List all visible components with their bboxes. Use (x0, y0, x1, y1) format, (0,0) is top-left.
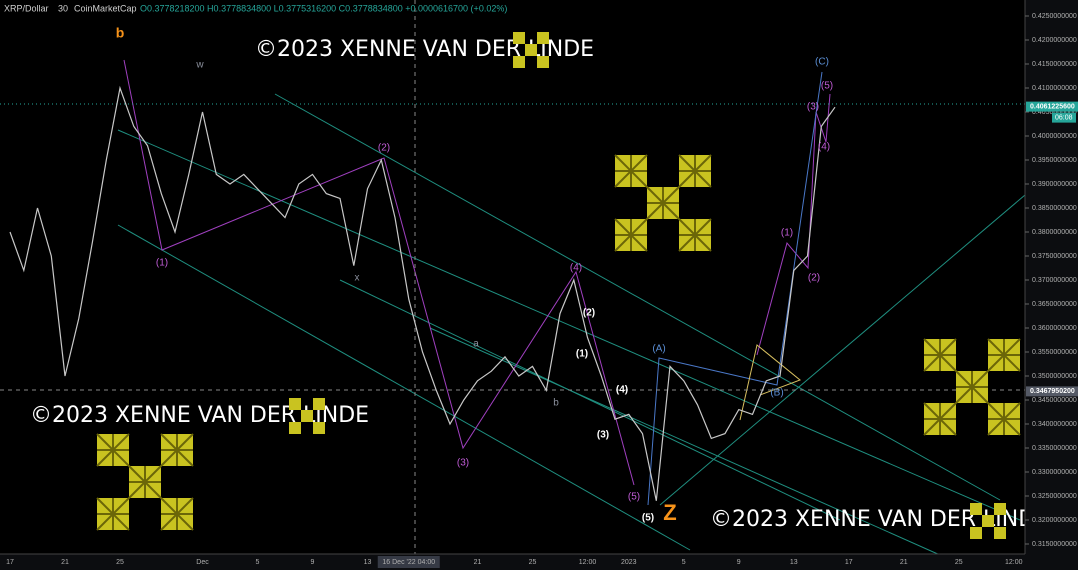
y-tick-label: 0.3500000000 (1032, 373, 1077, 380)
wave-label: b (116, 25, 125, 41)
price-axis (1025, 0, 1078, 570)
source: CoinMarketCap (74, 3, 137, 13)
x-tick-label: 2023 (621, 559, 637, 566)
wave-label: (1) (156, 258, 168, 269)
wave-label: (5) (642, 513, 654, 524)
x-tick-label: 12:00 (1005, 559, 1023, 566)
y-tick-label: 0.4200000000 (1032, 37, 1077, 44)
wave-label: (C) (815, 57, 829, 68)
price-line (9, 85, 836, 501)
y-tick-label: 0.3850000000 (1032, 205, 1077, 212)
y-tick-label: 0.4250000000 (1032, 13, 1077, 20)
x-tick-label: 9 (737, 559, 741, 566)
wave-label: (1) (781, 228, 793, 239)
wave-label: (3) (807, 102, 819, 113)
y-tick-label: 0.4050000000 (1032, 109, 1077, 116)
countdown-box (1052, 112, 1076, 123)
time-axis (0, 554, 1025, 570)
wave-label: (1) (576, 349, 588, 360)
price-marker (1026, 386, 1078, 397)
wave-label: (5) (628, 492, 640, 503)
wave-label: (4) (616, 385, 628, 396)
y-tick-label: 0.3650000000 (1032, 301, 1077, 308)
wave-label: (5) (821, 81, 833, 92)
wave-label: b (553, 398, 559, 409)
wave-label: (2) (808, 273, 820, 284)
x-tick-label: 12:00 (579, 559, 597, 566)
x-tick-label: 9 (311, 559, 315, 566)
wave-label: (4) (570, 263, 582, 274)
y-tick-label: 0.3350000000 (1032, 445, 1077, 452)
y-tick-label: 0.3900000000 (1032, 181, 1077, 188)
trend-lines (117, 93, 1026, 556)
plot-area (9, 85, 836, 501)
wave-label: a (473, 339, 479, 350)
x-tick-label: 25 (116, 559, 124, 566)
x-tick-label: 13 (364, 559, 372, 566)
wave-lines (123, 59, 831, 506)
wave-label: x (355, 273, 360, 284)
wave-label: Z (663, 500, 676, 525)
x-tick-label: 21 (474, 559, 482, 566)
y-tick-label: 0.3250000000 (1032, 493, 1077, 500)
header: XRP/Dollar 30 CoinMarketCap O0.377821820… (4, 3, 507, 13)
y-tick-label: 0.3550000000 (1032, 349, 1077, 356)
x-tick-label: 16 Dec '22 04:00 (382, 559, 435, 566)
price-marker-label: 0.4061225600 (1030, 103, 1075, 110)
price-marker (1026, 101, 1078, 112)
y-tick-label: 0.3200000000 (1032, 517, 1077, 524)
crosshair-time-box (377, 556, 440, 568)
y-tick-label: 0.3800000000 (1032, 229, 1077, 236)
countdown: 06:08 (1055, 114, 1073, 121)
y-tick-label: 0.4100000000 (1032, 85, 1077, 92)
y-tick-label: 0.3300000000 (1032, 469, 1077, 476)
y-tick-label: 0.3600000000 (1032, 325, 1077, 332)
x-tick-label: 5 (682, 559, 686, 566)
x-tick-label: 17 (6, 559, 14, 566)
x-tick-label: Dec (196, 559, 209, 566)
x-tick-label: 25 (955, 559, 963, 566)
y-tick-label: 0.3700000000 (1032, 277, 1077, 284)
wave-label: (2) (583, 308, 595, 319)
wave-label: w (195, 60, 204, 71)
wave-label: (3) (597, 430, 609, 441)
x-tick-label: 21 (900, 559, 908, 566)
interval[interactable]: 30 (58, 3, 68, 13)
y-tick-label: 0.3450000000 (1032, 397, 1077, 404)
price-marker-label: 0.3467950200 (1030, 388, 1075, 395)
x-tick-label: 13 (790, 559, 798, 566)
y-tick-label: 0.3400000000 (1032, 421, 1077, 428)
y-tick-label: 0.4000000000 (1032, 133, 1077, 140)
y-tick-label: 0.3750000000 (1032, 253, 1077, 260)
ohlc: O0.3778218200 H0.3778834800 L0.377531620… (140, 3, 507, 13)
wave-label: (B) (770, 388, 783, 399)
x-tick-label: 21 (61, 559, 69, 566)
symbol[interactable]: XRP/Dollar (4, 3, 49, 13)
wave-label: (2) (378, 143, 390, 154)
x-tick-label: 17 (845, 559, 853, 566)
wave-label: (4) (818, 142, 830, 153)
wave-label: (A) (652, 344, 665, 355)
y-tick-label: 0.3150000000 (1032, 541, 1077, 548)
x-tick-label: 5 (256, 559, 260, 566)
y-tick-label: 0.4150000000 (1032, 61, 1077, 68)
wave-label: (3) (457, 458, 469, 469)
x-tick-label: 25 (529, 559, 537, 566)
y-tick-label: 0.3950000000 (1032, 157, 1077, 164)
